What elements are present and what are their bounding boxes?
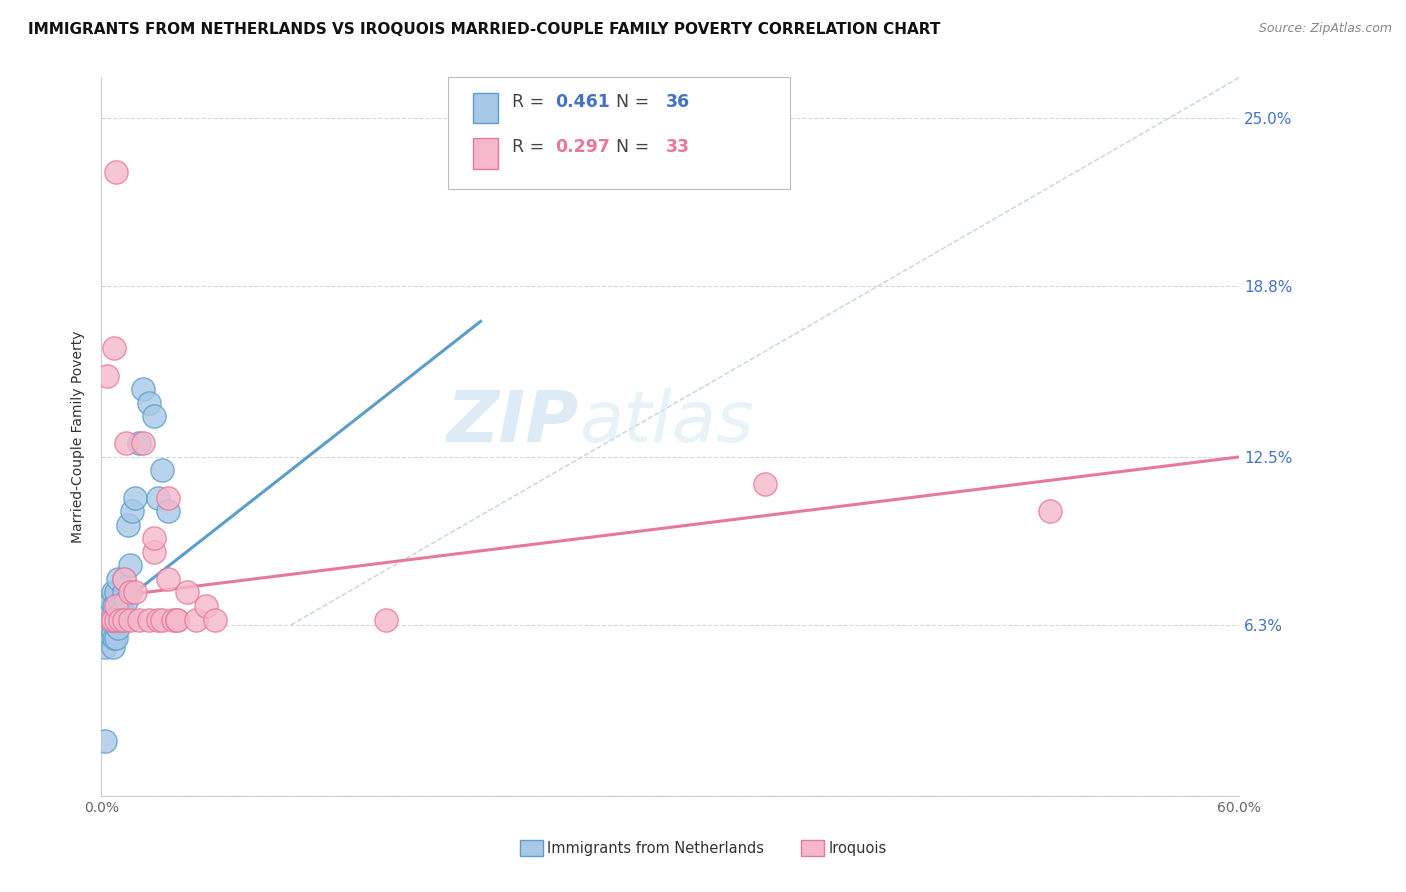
Point xyxy=(105,585,128,599)
Y-axis label: Married-Couple Family Poverty: Married-Couple Family Poverty xyxy=(72,330,86,543)
Point xyxy=(128,613,150,627)
Point xyxy=(128,436,150,450)
Point xyxy=(132,382,155,396)
Point xyxy=(176,585,198,599)
Point xyxy=(103,632,125,646)
Point xyxy=(150,463,173,477)
FancyBboxPatch shape xyxy=(474,138,498,169)
Point xyxy=(112,613,135,627)
Text: 0.461: 0.461 xyxy=(555,93,610,111)
Point xyxy=(118,558,141,573)
Point xyxy=(124,491,146,505)
Point xyxy=(1039,504,1062,518)
Point xyxy=(97,604,120,618)
Point xyxy=(94,640,117,654)
Point xyxy=(105,632,128,646)
Text: N =: N = xyxy=(606,93,655,111)
Text: N =: N = xyxy=(606,138,655,156)
Point xyxy=(105,613,128,627)
Text: 33: 33 xyxy=(665,138,690,156)
FancyBboxPatch shape xyxy=(449,78,790,189)
Point xyxy=(121,504,143,518)
Point xyxy=(100,593,122,607)
Point xyxy=(107,572,129,586)
Text: Iroquois: Iroquois xyxy=(828,841,886,855)
Text: ZIP: ZIP xyxy=(447,388,579,457)
Point xyxy=(94,734,117,748)
Point xyxy=(100,613,122,627)
Point xyxy=(100,613,122,627)
Point xyxy=(754,477,776,491)
Text: IMMIGRANTS FROM NETHERLANDS VS IROQUOIS MARRIED-COUPLE FAMILY POVERTY CORRELATIO: IMMIGRANTS FROM NETHERLANDS VS IROQUOIS … xyxy=(28,22,941,37)
Text: R =: R = xyxy=(512,138,550,156)
Point xyxy=(101,585,124,599)
Point xyxy=(112,585,135,599)
Point xyxy=(108,599,131,613)
Point xyxy=(143,531,166,545)
Point xyxy=(156,572,179,586)
Point xyxy=(117,517,139,532)
Point xyxy=(103,613,125,627)
Point xyxy=(166,613,188,627)
Point xyxy=(112,572,135,586)
Text: 36: 36 xyxy=(665,93,690,111)
Point xyxy=(146,613,169,627)
Point xyxy=(146,491,169,505)
Point xyxy=(156,491,179,505)
Point xyxy=(194,599,217,613)
Point xyxy=(118,613,141,627)
Point xyxy=(132,436,155,450)
Point xyxy=(143,545,166,559)
FancyBboxPatch shape xyxy=(474,93,498,123)
Point xyxy=(162,613,184,627)
Point xyxy=(105,613,128,627)
Point xyxy=(96,599,118,613)
Point xyxy=(105,165,128,179)
Point xyxy=(118,585,141,599)
Point xyxy=(115,436,138,450)
Point xyxy=(204,613,226,627)
Point xyxy=(138,613,160,627)
Point xyxy=(166,613,188,627)
Point xyxy=(105,599,128,613)
Point xyxy=(150,613,173,627)
Point xyxy=(124,585,146,599)
Point xyxy=(96,613,118,627)
Point xyxy=(374,613,396,627)
Point xyxy=(101,640,124,654)
Point xyxy=(103,599,125,613)
Point xyxy=(103,342,125,356)
Point xyxy=(101,626,124,640)
Point xyxy=(143,409,166,424)
Text: atlas: atlas xyxy=(579,388,754,457)
Text: 0.297: 0.297 xyxy=(555,138,610,156)
Point xyxy=(96,368,118,383)
Text: Immigrants from Netherlands: Immigrants from Netherlands xyxy=(547,841,763,855)
Text: R =: R = xyxy=(512,93,550,111)
Point xyxy=(138,395,160,409)
Point xyxy=(115,593,138,607)
Point xyxy=(184,613,207,627)
Point xyxy=(101,613,124,627)
Point xyxy=(156,504,179,518)
Point xyxy=(111,604,134,618)
Point xyxy=(107,621,129,635)
Point xyxy=(108,613,131,627)
Point xyxy=(112,572,135,586)
Point xyxy=(97,626,120,640)
Text: Source: ZipAtlas.com: Source: ZipAtlas.com xyxy=(1258,22,1392,36)
Point xyxy=(108,613,131,627)
